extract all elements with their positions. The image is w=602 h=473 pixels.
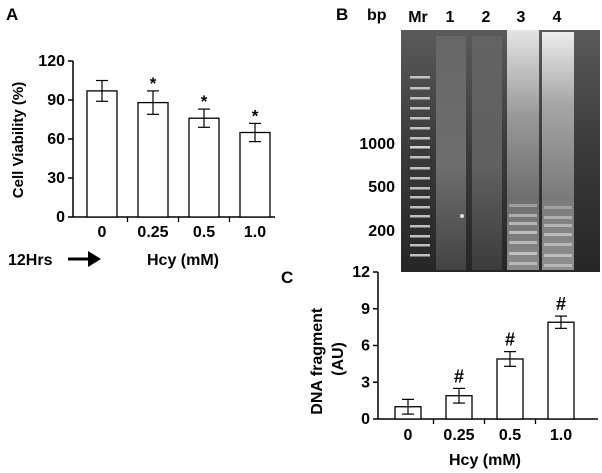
fragment-band [509, 204, 537, 207]
fragment-band [509, 252, 537, 255]
gel-lane-label-marker: Mr [408, 9, 428, 26]
marker-band [410, 137, 430, 140]
panel-a-letter: A [6, 5, 18, 24]
gel-size-markers: 1000 500 200 [359, 136, 395, 240]
gel-image [401, 30, 600, 272]
marker-band [410, 127, 430, 130]
marker-band [410, 87, 430, 90]
panel-a-x-axis-label: Hcy (mM) [147, 252, 219, 269]
marker-band [410, 215, 430, 218]
bar [137, 101, 169, 218]
y-tick-label: 9 [361, 301, 370, 318]
fragment-band [509, 262, 537, 265]
y-tick-label: 0 [56, 209, 65, 226]
marker-band [410, 244, 430, 247]
fragment-band [544, 264, 572, 267]
panel-c-chart: 0 3 6 9 12 0 0.25 #0.5 #1.0 # [352, 264, 598, 444]
fragment-band [509, 214, 537, 217]
fragment-band [544, 254, 572, 257]
panel-c-y-axis-label: DNA fragment (AU) [309, 303, 347, 414]
x-tick-label: 0 [404, 427, 413, 444]
x-tick-label: 1.0 [550, 427, 572, 444]
panel-a-y-axis-label: Cell Viability (%) [10, 82, 27, 198]
y-tick-label: 6 [361, 338, 370, 355]
significance-marker: # [454, 366, 464, 386]
gel-lane-label-2: 2 [482, 9, 491, 26]
bar [496, 358, 524, 420]
fragment-band [509, 241, 537, 244]
marker-band [410, 97, 430, 100]
x-tick-label: 0.5 [499, 427, 521, 444]
panel-b-size-unit: bp [367, 7, 387, 24]
y-tick-label: 30 [47, 170, 65, 187]
fragment-band [544, 243, 572, 246]
panel-c-letter: C [281, 268, 293, 287]
bar [239, 131, 271, 218]
bar [86, 90, 118, 218]
x-tick-label: 0.25 [443, 427, 474, 444]
gel-lane-3 [507, 30, 539, 270]
panel-c-x-axis-label: Hcy (mM) [449, 452, 521, 469]
fragment-band [544, 206, 572, 209]
panel-a-chart: 0 30 60 90 120 0 0.25 * 0.5 * 1.0 * [38, 53, 275, 241]
marker-band [410, 254, 430, 257]
y-tick-label: 3 [361, 374, 370, 391]
marker-band [410, 156, 430, 159]
marker-band [410, 76, 430, 79]
gel-fragment-bands [460, 204, 572, 267]
significance-marker: # [505, 330, 515, 350]
fragment-band [509, 231, 537, 234]
significance-marker: * [252, 106, 259, 125]
significance-marker: * [201, 92, 208, 111]
gel-lane-label-4: 4 [553, 9, 562, 26]
bar [547, 321, 575, 420]
gel-lane-label-1: 1 [446, 9, 455, 26]
gel-size-marker-200: 200 [368, 223, 395, 240]
fragment-band [509, 222, 537, 225]
fragment-band [544, 233, 572, 236]
x-tick-label: 0.25 [137, 224, 168, 241]
marker-band [410, 225, 430, 228]
gel-size-marker-1000: 1000 [359, 136, 395, 153]
y-tick-label: 60 [47, 131, 65, 148]
y-tick-label: 12 [352, 264, 370, 281]
marker-band [410, 107, 430, 110]
y-tick-label: 90 [47, 92, 65, 109]
gel-lane-4 [542, 32, 574, 270]
x-tick-label: 0.5 [193, 224, 215, 241]
fragment-band [544, 216, 572, 219]
bar [188, 117, 220, 218]
marker-band [410, 196, 430, 199]
gel-marker-ladder [410, 76, 430, 257]
y-tick-label: 120 [38, 53, 65, 70]
gel-lane-label-3: 3 [517, 9, 526, 26]
right-arrow-icon [68, 251, 101, 267]
gel-speck [460, 214, 464, 218]
significance-marker: * [150, 74, 157, 93]
panel-a-treatment-label: 12Hrs [8, 252, 53, 269]
panel-b-letter: B [336, 5, 348, 24]
gel-lane-2 [472, 36, 502, 270]
significance-marker: # [556, 294, 566, 314]
marker-band [410, 177, 430, 180]
gel-size-marker-500: 500 [368, 179, 395, 196]
marker-band [410, 117, 430, 120]
x-tick-label: 0 [98, 224, 107, 241]
marker-band [410, 187, 430, 190]
fragment-band [544, 224, 572, 227]
marker-band [410, 167, 430, 170]
marker-band [410, 235, 430, 238]
gel-lane-1 [436, 36, 466, 270]
gel-lane-labels: Mr 1 2 3 4 [408, 9, 561, 26]
marker-band [410, 206, 430, 209]
y-tick-label: 0 [361, 411, 370, 428]
x-tick-label: 1.0 [244, 224, 266, 241]
marker-band [410, 146, 430, 149]
